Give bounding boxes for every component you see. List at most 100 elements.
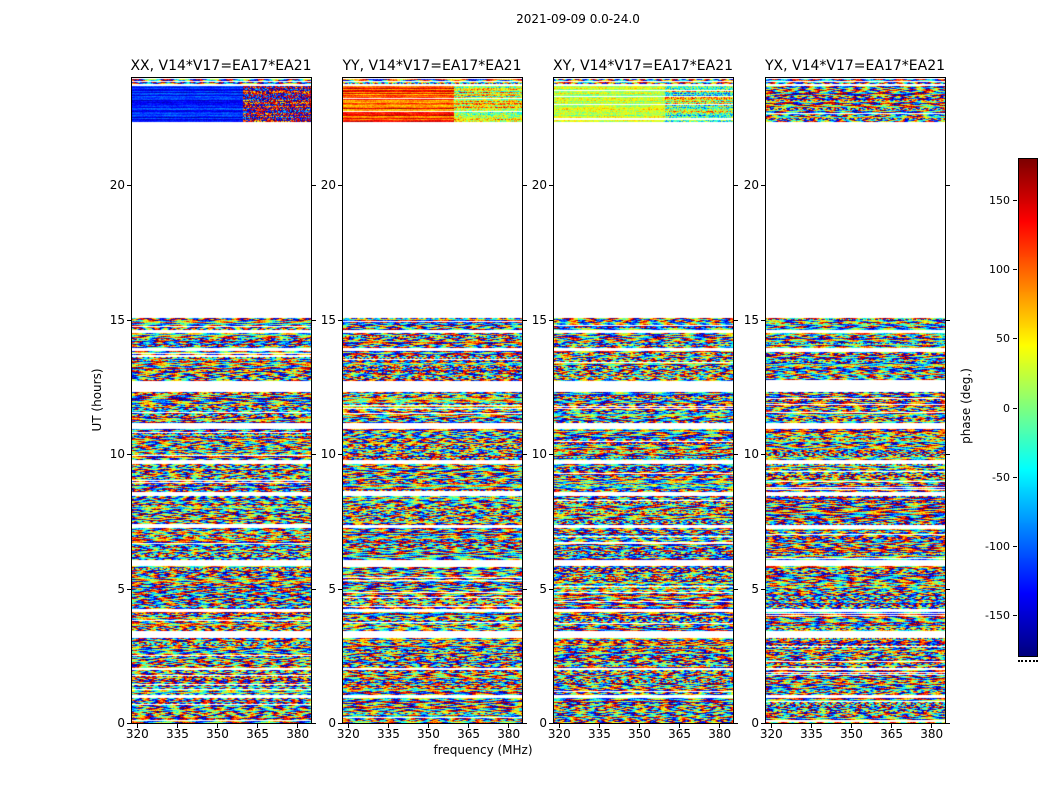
- y-tick-mark: [549, 589, 553, 590]
- x-tick-label: 365: [457, 727, 481, 741]
- y-tick-label: 15: [109, 313, 125, 327]
- y-tick-mark: [338, 185, 342, 186]
- x-tick-label: 350: [417, 727, 440, 741]
- y-tick-mark-right: [734, 723, 738, 724]
- y-tick-mark-right: [734, 454, 738, 455]
- y-tick-mark: [549, 723, 553, 724]
- y-tick-mark: [761, 454, 765, 455]
- y-tick-label: 10: [531, 447, 547, 461]
- y-tick-mark-right: [734, 320, 738, 321]
- x-tick-label: 380: [920, 727, 944, 741]
- colorbar-tick-label: 50: [996, 332, 1010, 346]
- x-tick-label: 335: [165, 727, 189, 741]
- panel-title-xy: XY, V14*V17=EA17*EA21: [552, 58, 734, 74]
- x-tick-label: 320: [759, 727, 783, 741]
- x-tick-label: 320: [125, 727, 149, 741]
- colorbar-tick-mark: [1013, 476, 1017, 478]
- colorbar-label: phase (deg.): [959, 368, 973, 444]
- y-tick-mark-right: [946, 723, 950, 724]
- y-tick-label: 10: [743, 447, 759, 461]
- y-tick-mark-right: [946, 320, 950, 321]
- colorbar-tick-label: -150: [985, 608, 1010, 622]
- colorbar-tick-mark: [1013, 614, 1017, 616]
- y-tick-mark: [127, 454, 131, 455]
- y-tick-mark: [127, 589, 131, 590]
- colorbar-extension-dotted: [1018, 660, 1038, 662]
- y-tick-mark-right: [523, 589, 527, 590]
- y-tick-label: 0: [539, 716, 547, 730]
- y-tick-mark: [761, 320, 765, 321]
- y-tick-mark-right: [312, 320, 316, 321]
- x-tick-label: 365: [880, 727, 904, 741]
- x-tick-mark: [679, 724, 681, 728]
- y-tick-mark-right: [312, 723, 316, 724]
- figure-title: 2021-09-09 0.0-24.0: [516, 12, 640, 26]
- y-tick-label: 20: [109, 178, 125, 192]
- x-tick-label: 380: [497, 727, 521, 741]
- y-tick-mark-right: [946, 454, 950, 455]
- y-tick-label: 5: [117, 582, 125, 596]
- x-tick-mark: [136, 724, 138, 728]
- y-tick-mark-right: [734, 589, 738, 590]
- colorbar: [1018, 158, 1038, 657]
- x-tick-mark: [931, 724, 933, 728]
- y-tick-mark: [127, 320, 131, 321]
- x-tick-label: 320: [547, 727, 571, 741]
- y-tick-label: 5: [751, 582, 759, 596]
- x-tick-mark: [810, 724, 812, 728]
- y-tick-mark: [338, 320, 342, 321]
- panel-title-xx: XX, V14*V17=EA17*EA21: [130, 58, 312, 74]
- y-tick-label: 20: [531, 178, 547, 192]
- heatmap-canvas-xy: [554, 78, 733, 723]
- y-tick-mark: [127, 185, 131, 186]
- y-tick-label: 20: [743, 178, 759, 192]
- colorbar-tick-label: 0: [1003, 401, 1010, 415]
- y-tick-mark: [338, 454, 342, 455]
- colorbar-tick-label: -50: [992, 470, 1010, 484]
- x-tick-label: 350: [840, 727, 863, 741]
- heatmap-panel-yy: [342, 77, 523, 724]
- x-tick-label: 365: [246, 727, 270, 741]
- x-axis-label: frequency (MHz): [433, 743, 533, 757]
- y-tick-mark-right: [523, 723, 527, 724]
- x-tick-mark: [468, 724, 470, 728]
- colorbar-tick-mark: [1013, 200, 1017, 202]
- y-tick-mark: [761, 723, 765, 724]
- y-tick-mark-right: [312, 185, 316, 186]
- y-tick-label: 15: [531, 313, 547, 327]
- y-tick-mark: [761, 589, 765, 590]
- y-tick-label: 0: [751, 716, 759, 730]
- x-tick-mark: [508, 724, 510, 728]
- panel-title-yy: YY, V14*V17=EA17*EA21: [342, 58, 522, 74]
- x-tick-label: 350: [628, 727, 651, 741]
- y-tick-mark: [549, 454, 553, 455]
- x-tick-mark: [638, 724, 640, 728]
- y-tick-mark: [127, 723, 131, 724]
- x-tick-mark: [558, 724, 560, 728]
- y-tick-mark-right: [523, 320, 527, 321]
- colorbar-tick-mark: [1013, 545, 1017, 547]
- x-tick-mark: [297, 724, 299, 728]
- heatmap-canvas-xx: [132, 78, 311, 723]
- y-tick-mark: [549, 185, 553, 186]
- y-tick-mark-right: [312, 454, 316, 455]
- colorbar-canvas: [1019, 159, 1037, 656]
- colorbar-tick-mark: [1013, 407, 1017, 409]
- x-tick-mark: [427, 724, 429, 728]
- y-tick-mark: [338, 589, 342, 590]
- y-tick-label: 0: [117, 716, 125, 730]
- x-tick-mark: [770, 724, 772, 728]
- y-tick-label: 10: [320, 447, 336, 461]
- y-tick-mark: [549, 320, 553, 321]
- y-tick-label: 15: [743, 313, 759, 327]
- x-tick-mark: [891, 724, 893, 728]
- x-tick-mark: [598, 724, 600, 728]
- heatmap-panel-xy: [553, 77, 734, 724]
- x-tick-label: 365: [668, 727, 692, 741]
- colorbar-tick-label: -100: [985, 539, 1010, 553]
- y-tick-label: 10: [109, 447, 125, 461]
- y-tick-mark-right: [312, 589, 316, 590]
- y-tick-label: 15: [320, 313, 336, 327]
- y-tick-mark-right: [946, 185, 950, 186]
